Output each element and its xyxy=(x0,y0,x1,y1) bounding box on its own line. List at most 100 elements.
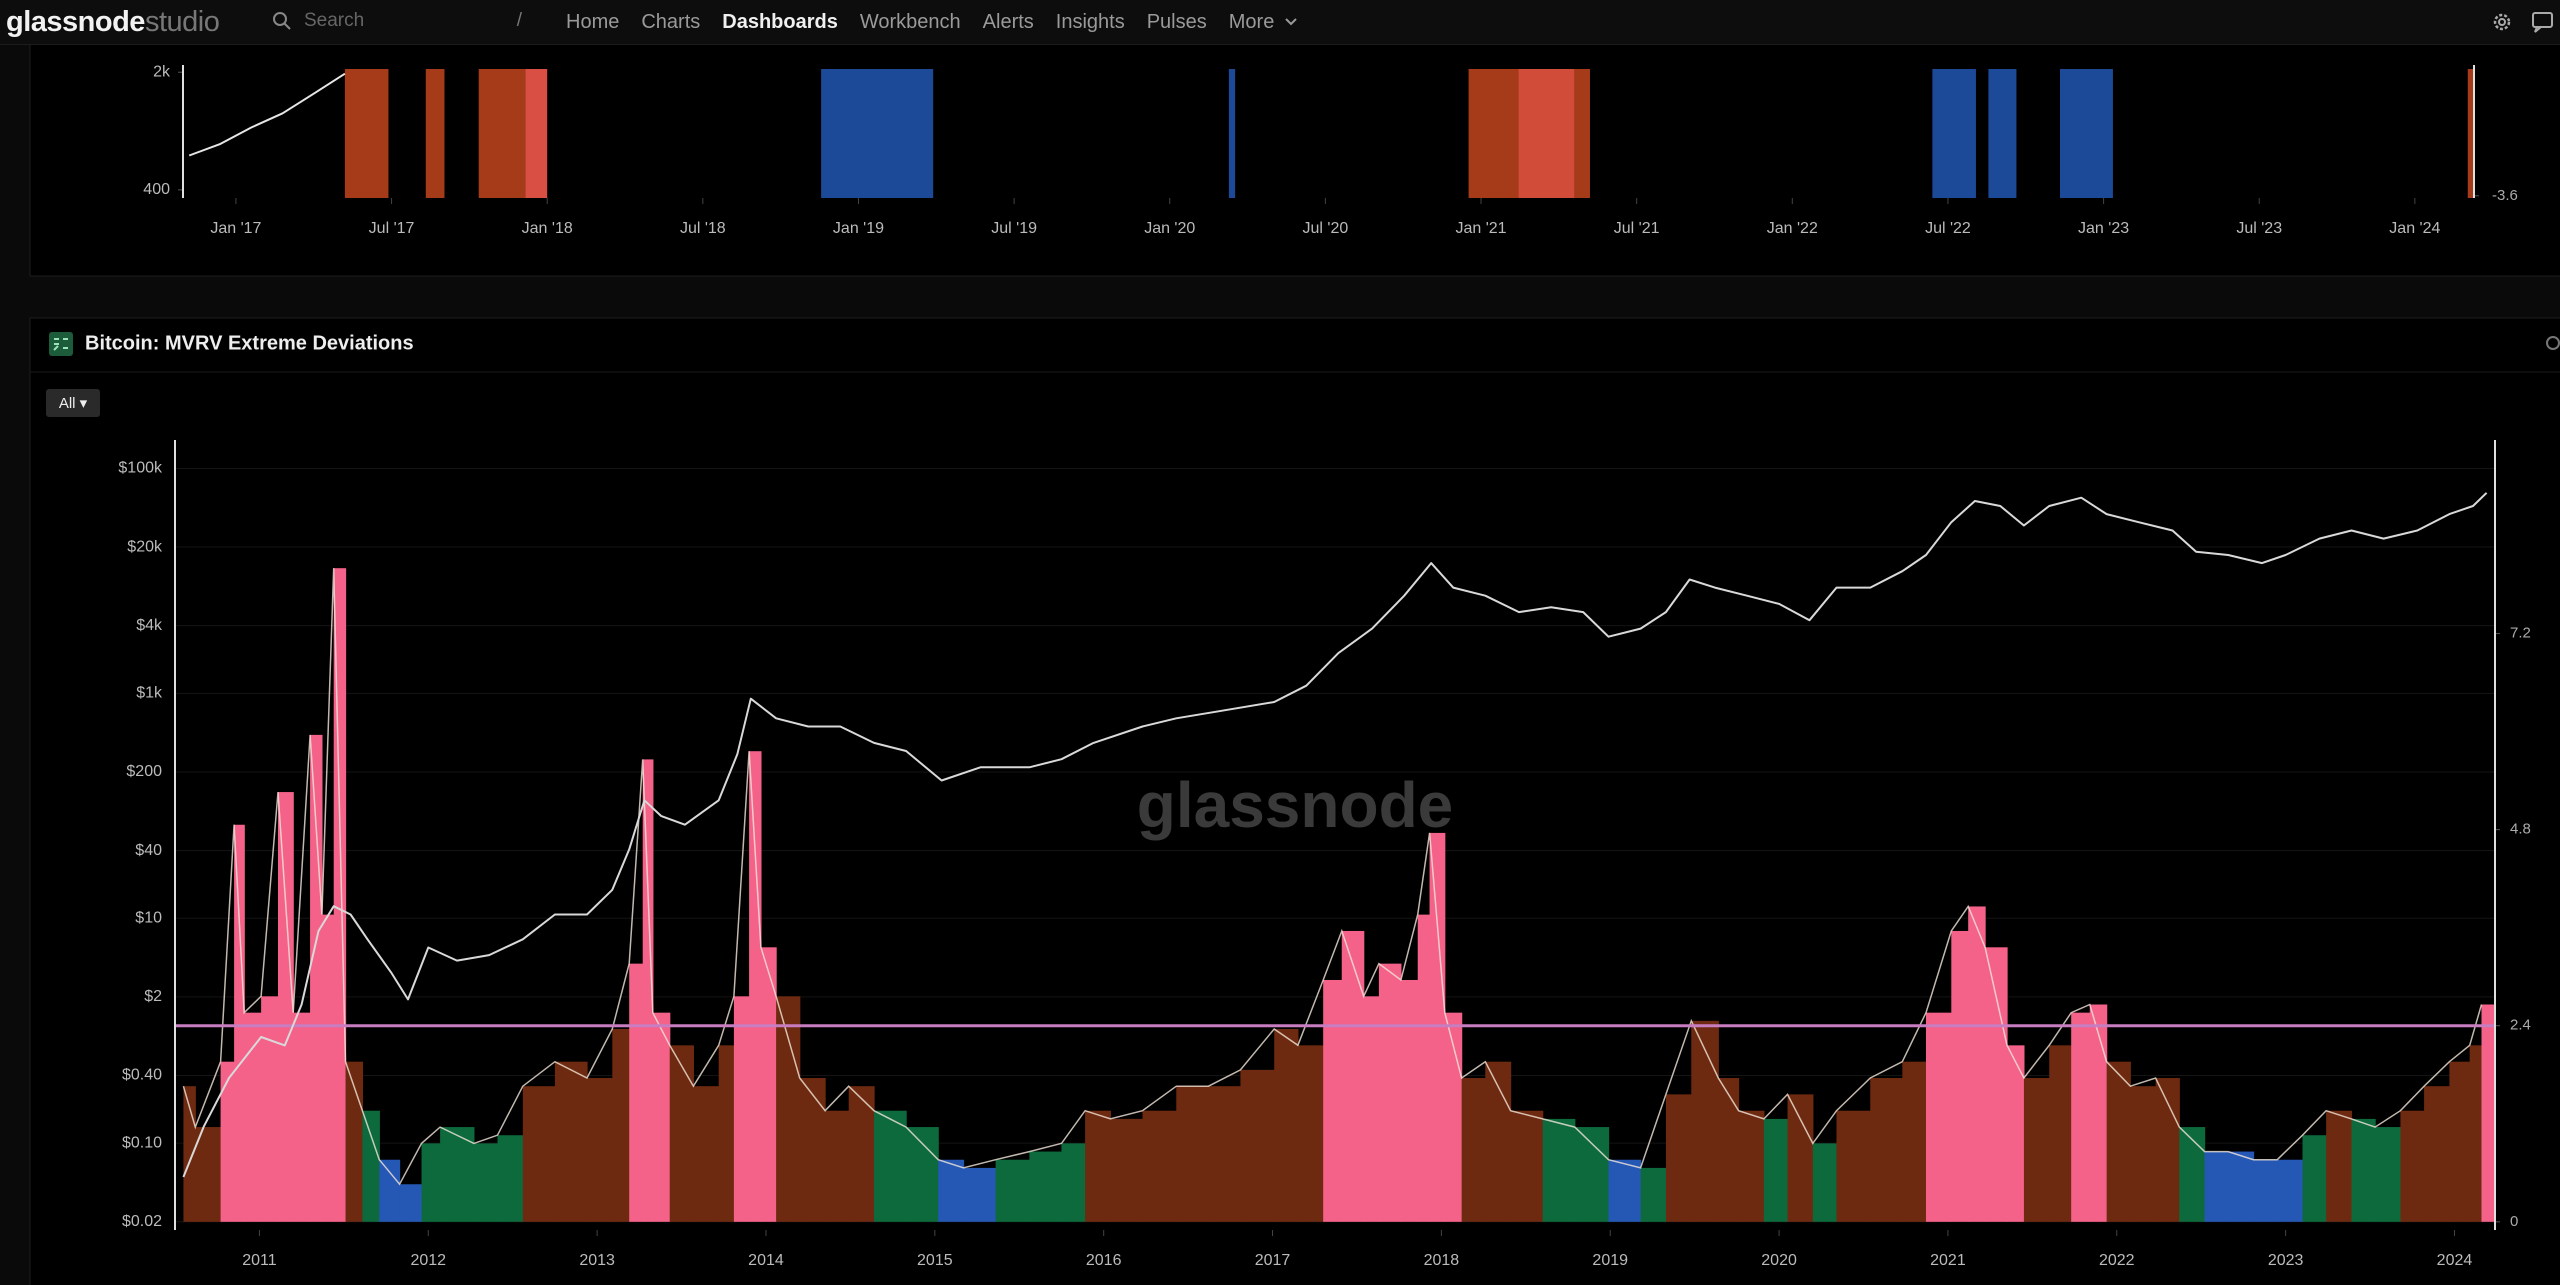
mvrv-bar xyxy=(1400,979,1419,1222)
mvrv-bar xyxy=(2449,1061,2471,1222)
mvrv-bar xyxy=(1110,1118,1144,1222)
mvrv-bar xyxy=(473,1143,499,1222)
mvrv-bar xyxy=(310,734,323,1222)
logo-text[interactable]: glassnode xyxy=(6,6,145,38)
nav-caret[interactable] xyxy=(1284,17,1298,27)
chat-icon[interactable] xyxy=(2530,10,2556,34)
search-icon xyxy=(273,12,291,30)
signal-band xyxy=(344,69,389,198)
mvrv-bar xyxy=(612,1029,630,1222)
mvrv-bar xyxy=(277,792,294,1222)
y-tick-label: 400 xyxy=(143,181,170,198)
mvrv-bar xyxy=(995,1159,1030,1222)
nav-item[interactable]: Insights xyxy=(1055,10,1125,33)
y-tick-label: $20k xyxy=(127,538,163,555)
nav-item[interactable]: Alerts xyxy=(982,10,1034,33)
mvrv-bar xyxy=(1902,1061,1927,1222)
signal-band xyxy=(425,69,445,198)
x-tick-label: 2021 xyxy=(1930,1252,1966,1269)
mvrv-bar xyxy=(825,1110,850,1222)
x-tick-label: 2011 xyxy=(242,1252,277,1269)
nav-item[interactable]: Workbench xyxy=(859,10,961,33)
mvrv-bar xyxy=(1363,996,1380,1222)
mvrv-bar xyxy=(497,1135,524,1222)
x-tick-label: 2014 xyxy=(748,1252,784,1269)
nav-item[interactable]: Dashboards xyxy=(722,10,838,33)
x-tick-label: Jan '19 xyxy=(833,220,884,237)
mvrv-bar xyxy=(195,1127,222,1222)
mvrv-bar xyxy=(2481,1004,2495,1222)
signal-band xyxy=(478,69,526,198)
mvrv-bar xyxy=(1787,1094,1814,1222)
logo[interactable]: glassnodestudio xyxy=(6,6,220,39)
x-tick-label: 2013 xyxy=(579,1252,615,1269)
x-tick-label: Jul '22 xyxy=(1925,220,1971,237)
panel-icon xyxy=(49,332,73,356)
mvrv-bar xyxy=(1378,963,1402,1222)
x-tick-label: 2023 xyxy=(2268,1252,2304,1269)
panel-menu[interactable] xyxy=(2546,336,2560,350)
search-placeholder[interactable]: Search xyxy=(304,10,365,31)
y-tick-label: $2 xyxy=(144,988,162,1005)
x-tick-label: 2024 xyxy=(2437,1252,2473,1269)
mvrv-bar xyxy=(1925,1012,1952,1222)
mvrv-bar xyxy=(522,1086,556,1222)
mvrv-bar xyxy=(2089,1004,2108,1222)
mvrv-bar xyxy=(261,996,279,1222)
band-layer xyxy=(344,69,2474,198)
mvrv-bar xyxy=(234,824,245,1222)
mvrv-bar xyxy=(874,1110,907,1222)
mvrv-bar xyxy=(2071,1012,2091,1222)
range-button[interactable] xyxy=(46,389,100,417)
mvrv-bar xyxy=(554,1061,588,1222)
y-tick-label: $0.40 xyxy=(122,1067,162,1084)
mvrv-bar xyxy=(2049,1045,2072,1222)
mvrv-bar xyxy=(586,1078,613,1222)
search-box[interactable]: Search / xyxy=(272,6,522,36)
price-line xyxy=(188,72,346,157)
settings-icon[interactable] xyxy=(2490,10,2514,34)
mvrv-bar xyxy=(652,1012,671,1222)
range-button-label[interactable]: All ▾ xyxy=(59,395,88,412)
x-tick-label: 2017 xyxy=(1255,1252,1291,1269)
y2-tick-label: 2.4 xyxy=(2510,1017,2531,1034)
mvrv-bar xyxy=(2106,1061,2131,1222)
mvrv-bar xyxy=(1640,1167,1667,1222)
logo-suffix[interactable]: studio xyxy=(144,6,220,38)
mvrv-bar xyxy=(1870,1078,1903,1222)
signal-band xyxy=(1988,69,2017,198)
nav-item[interactable]: Charts xyxy=(641,10,701,33)
mvrv-bar xyxy=(2302,1135,2327,1222)
top-nav: glassnodestudio Search / Home Charts Dashb… xyxy=(0,0,2560,45)
signal-band xyxy=(2060,69,2113,198)
y-tick-label: $10 xyxy=(135,909,162,926)
signal-band xyxy=(1932,69,1976,198)
mvrv-bar xyxy=(1297,1045,1324,1222)
x-tick-label: Jan '18 xyxy=(522,220,573,237)
y2-tick-label: -3.6 xyxy=(2492,187,2518,204)
nav-item[interactable]: More xyxy=(1228,10,1275,33)
mvrv-bar xyxy=(421,1143,441,1222)
x-tick-label: 2016 xyxy=(1086,1252,1122,1269)
x-tick-label: Jul '23 xyxy=(2236,220,2282,237)
mvrv-bar xyxy=(963,1167,997,1222)
x-tick-label: Jan '20 xyxy=(1144,220,1195,237)
mvrv-bar xyxy=(379,1159,401,1222)
x-tick-label: Jan '22 xyxy=(1767,220,1818,237)
nav-item[interactable]: Home xyxy=(566,10,620,33)
nav-item[interactable]: Pulses xyxy=(1146,10,1207,33)
mvrv-bar xyxy=(1812,1143,1838,1222)
y-tick-label: $200 xyxy=(126,763,162,780)
mvrv-bar xyxy=(1085,1110,1112,1222)
panel-title: Bitcoin: MVRV Extreme Deviations xyxy=(85,332,414,354)
mvrv-bar xyxy=(2023,1078,2050,1222)
mvrv-bar xyxy=(1608,1159,1642,1222)
search-shortcut: / xyxy=(516,10,522,31)
x-tick-label: Jul '21 xyxy=(1614,220,1660,237)
y2-tick-label: 0 xyxy=(2510,1213,2518,1230)
signal-band xyxy=(1574,69,1590,198)
x-tick-label: Jul '18 xyxy=(680,220,726,237)
signal-band xyxy=(525,69,548,198)
y-tick-label: $100k xyxy=(118,460,163,477)
